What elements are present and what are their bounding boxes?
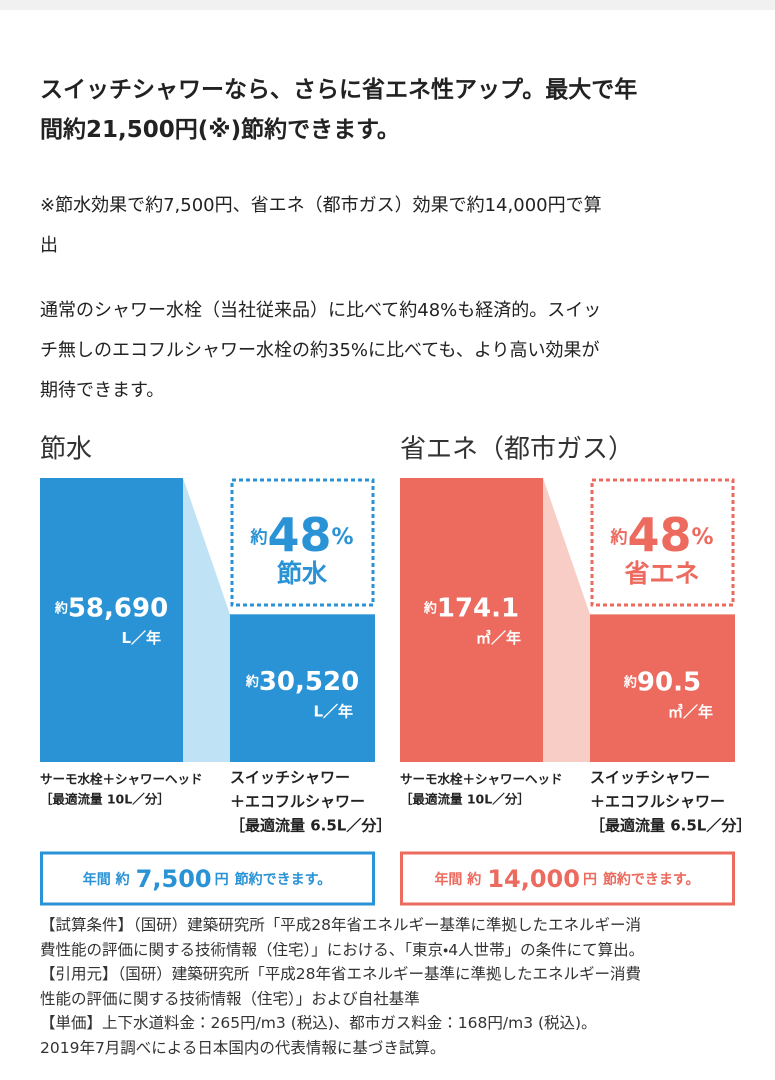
reduction-box bbox=[590, 478, 735, 607]
savings-value: 7,500 bbox=[136, 865, 212, 893]
heading-line: スイッチシャワーなら、さらに省エネ性アップ。最大で年 bbox=[40, 77, 638, 103]
note-line: ※節水効果で約7,500円、省エネ（都市ガス）効果で約14,000円で算 bbox=[40, 195, 602, 216]
savings-text1: 年間 約 bbox=[83, 871, 130, 888]
top-strip bbox=[0, 0, 775, 10]
savings-unit: 円 bbox=[215, 872, 229, 888]
savings-box bbox=[40, 851, 375, 906]
footer-line: 【試算条件】（国研）建築研究所「平成28年省エネルギー基準に準拠したエネルギー消 bbox=[40, 916, 641, 934]
value-label: 90.5 bbox=[637, 667, 701, 697]
value-unit: ㎥／年 bbox=[476, 629, 521, 647]
value-prefix: 約 bbox=[623, 674, 637, 690]
reduction-label: 省エネ bbox=[624, 559, 699, 588]
reduction-box bbox=[230, 478, 375, 607]
footer: 【試算条件】（国研）建築研究所「平成28年省エネルギー基準に準拠したエネルギー消… bbox=[40, 913, 740, 1060]
note-line: 出 bbox=[40, 235, 58, 256]
bar-caption: サーモ水栓＋シャワーヘッド bbox=[40, 772, 203, 787]
bar-value: 約90.5 bbox=[623, 667, 701, 697]
bar bbox=[400, 478, 543, 762]
value-unit: L／年 bbox=[313, 703, 353, 721]
connector bbox=[543, 478, 590, 762]
bar bbox=[40, 478, 183, 762]
savings-unit: 円 bbox=[583, 872, 597, 888]
value-prefix: 約 bbox=[245, 674, 259, 690]
footer-line: 費性能の評価に関する技術情報（住宅）」における、「東京・4人世帯」の条件にて算出… bbox=[40, 940, 645, 959]
reduction-prefix: 約 bbox=[249, 527, 267, 548]
savings-text2: 節約できます。 bbox=[603, 871, 700, 888]
bar-value: 約174.1 bbox=[423, 593, 519, 623]
bar-caption: スイッチシャワー bbox=[590, 769, 710, 787]
reduction-unit: % bbox=[691, 525, 713, 550]
bar-caption: ＋エコフルシャワー bbox=[590, 793, 725, 811]
reduction-value: 約48% bbox=[249, 508, 353, 562]
bar-value: 約58,690 bbox=[54, 593, 168, 623]
value-unit: L／年 bbox=[121, 629, 161, 647]
savings-text2: 節約できます。 bbox=[235, 871, 332, 888]
panel-title: 省エネ（都市ガス） bbox=[400, 435, 634, 465]
bar-caption: ［最適流量 10L／分］ bbox=[40, 792, 170, 807]
bar-caption: ［最適流量 10L／分］ bbox=[400, 792, 530, 807]
savings-text: 年間 約 14,000 円節約できます。 bbox=[434, 865, 699, 893]
reduction-prefix: 約 bbox=[609, 527, 627, 548]
reduction-unit: % bbox=[331, 525, 353, 550]
value-prefix: 約 bbox=[54, 600, 68, 616]
footer-line: 【単価】上下水道料金：265円/m3 (税込)、都市ガス料金：168円/m3 (… bbox=[40, 1014, 597, 1032]
bar-value: 約30,520 bbox=[245, 667, 359, 697]
savings-text: 年間 約 7,500 円節約できます。 bbox=[83, 865, 331, 893]
value-label: 174.1 bbox=[437, 593, 519, 623]
heading: スイッチシャワーなら、さらに省エネ性アップ。最大で年 間約21,500円(※)節約… bbox=[40, 70, 740, 150]
bar-caption: ［最適流量 6.5L／分］ bbox=[590, 817, 751, 835]
footer-line: 【引用元】（国研）建築研究所「平成28年省エネルギー基準に準拠したエネルギー消費 bbox=[40, 965, 641, 983]
footer-line: 2019年7月調べによる日本国内の代表情報に基づき試算。 bbox=[40, 1038, 446, 1057]
reduction-value: 約48% bbox=[609, 508, 713, 562]
value-label: 30,520 bbox=[259, 667, 359, 697]
savings-box bbox=[400, 851, 735, 906]
reduction-label: 節水 bbox=[277, 559, 328, 588]
bar-caption: ［最適流量 6.5L／分］ bbox=[230, 817, 391, 835]
reduction-number: 48 bbox=[267, 508, 331, 562]
paragraph-line: 通常のシャワー水栓（当社従来品）に比べて約48%も経済的。スイッ bbox=[40, 300, 602, 321]
paragraph-line: チ無しのエコフルシャワー水栓の約35%に比べても、より高い効果が bbox=[40, 340, 600, 361]
bar bbox=[230, 614, 375, 762]
bar bbox=[590, 614, 735, 762]
paragraph-line: 期待できます。 bbox=[40, 380, 165, 401]
bar-caption: ＋エコフルシャワー bbox=[230, 793, 365, 811]
value-label: 58,690 bbox=[68, 593, 168, 623]
note: ※節水効果で約7,500円、省エネ（都市ガス）効果で約14,000円で算出 bbox=[40, 186, 740, 266]
savings-value: 14,000 bbox=[487, 865, 580, 893]
heading-line: 間約21,500円(※)節約できます。 bbox=[40, 117, 400, 143]
footer-line: 性能の評価に関する技術情報（住宅）」および自社基準 bbox=[40, 989, 420, 1008]
paragraph: 通常のシャワー水栓（当社従来品）に比べて約48%も経済的。スイッ チ無しのエコフル… bbox=[40, 291, 740, 411]
value-prefix: 約 bbox=[423, 600, 437, 616]
panel-title: 節水 bbox=[40, 435, 92, 465]
connector bbox=[183, 478, 230, 762]
reduction-number: 48 bbox=[627, 508, 691, 562]
value-unit: ㎥／年 bbox=[668, 703, 713, 721]
bar-caption: スイッチシャワー bbox=[230, 769, 350, 787]
savings-text1: 年間 約 bbox=[434, 871, 481, 888]
bar-caption: サーモ水栓＋シャワーヘッド bbox=[400, 772, 563, 787]
